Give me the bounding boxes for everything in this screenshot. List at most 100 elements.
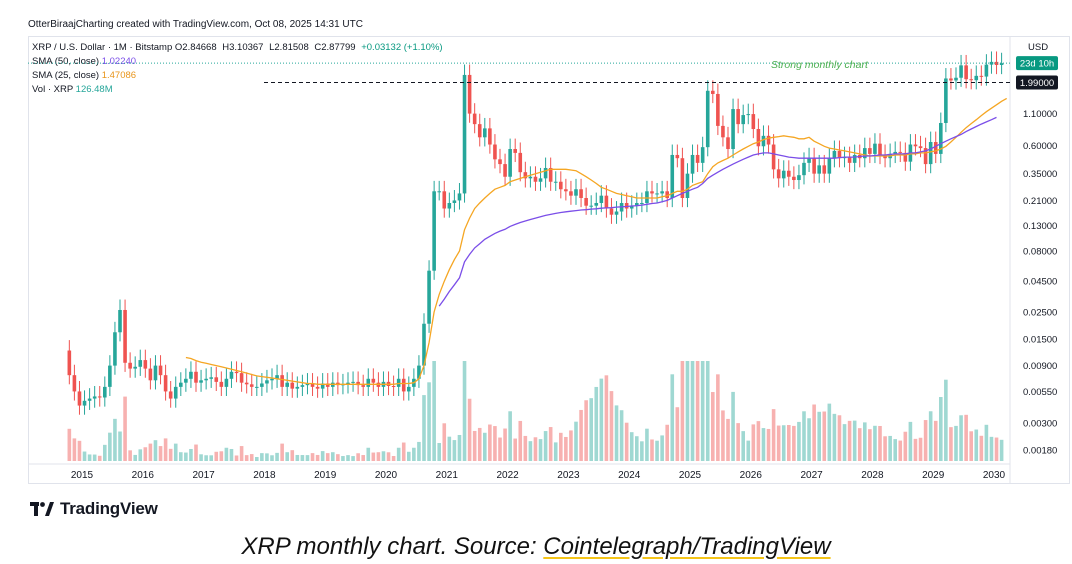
candle xyxy=(310,373,315,397)
volume-bar xyxy=(538,439,543,461)
candle-body xyxy=(118,309,122,333)
volume-bar xyxy=(87,454,92,461)
legend-volume-row[interactable]: Vol · XRP 126.48M xyxy=(32,84,113,95)
candle xyxy=(650,180,654,203)
x-tick-label: 2019 xyxy=(314,470,337,481)
candle xyxy=(878,133,882,165)
x-tick-label: 2024 xyxy=(618,470,641,481)
candle xyxy=(194,361,198,392)
volume-bar xyxy=(842,424,847,461)
volume-bar xyxy=(442,423,447,461)
candle-body xyxy=(442,191,447,209)
legend-symbol[interactable]: XRP / U.S. Dollar · 1M · Bitstamp xyxy=(32,42,173,53)
candle xyxy=(432,180,436,280)
caption-source-link[interactable]: Cointelegraph/TradingView xyxy=(543,533,831,560)
volume-bar xyxy=(123,396,127,461)
volume-bar xyxy=(300,455,305,461)
volume-bar xyxy=(847,420,852,461)
volume-bar xyxy=(731,391,735,461)
y-tick-label: 0.00550 xyxy=(1023,387,1057,398)
x-tick-label: 2025 xyxy=(679,470,702,481)
volume-bar xyxy=(979,435,984,461)
volume-bar xyxy=(255,457,259,461)
candle-body xyxy=(275,375,279,379)
candle-body xyxy=(163,375,168,392)
chart-area[interactable]: USD3.000001.100000.600000.350000.210000.… xyxy=(28,36,1070,484)
volume-bar xyxy=(275,452,279,461)
sma50-line xyxy=(438,116,997,307)
volume-bar xyxy=(802,411,806,461)
candle xyxy=(700,136,705,173)
candle xyxy=(386,371,391,396)
y-tick-label: 0.21000 xyxy=(1023,196,1057,207)
candle xyxy=(447,192,452,218)
volume-bar xyxy=(199,454,203,461)
candle-body xyxy=(518,152,523,173)
volume-bar xyxy=(771,409,776,461)
candle-body xyxy=(538,178,543,182)
candle xyxy=(209,366,213,388)
candle-body xyxy=(812,158,816,174)
candle-body xyxy=(635,202,639,206)
legend-symbol-row[interactable]: XRP / U.S. Dollar · 1M · Bitstamp O2.846… xyxy=(32,42,446,53)
candle xyxy=(417,355,421,388)
candle xyxy=(366,368,371,397)
candle xyxy=(336,372,340,395)
candle xyxy=(113,321,117,375)
candle xyxy=(817,154,821,183)
candle xyxy=(787,160,791,186)
y-tick-label: 0.00180 xyxy=(1023,446,1057,457)
candle xyxy=(553,171,558,191)
candle-body xyxy=(194,371,198,383)
y-tick-label: 0.60000 xyxy=(1023,141,1057,152)
candle-body xyxy=(143,360,148,369)
volume-bar xyxy=(331,452,335,461)
candle xyxy=(153,355,158,390)
volume-bar xyxy=(346,455,350,461)
candle xyxy=(528,166,533,188)
candle-body xyxy=(918,146,923,149)
candle xyxy=(391,375,396,397)
candle-body xyxy=(477,124,482,138)
candle xyxy=(999,52,1004,75)
candle-body xyxy=(569,191,573,196)
candle xyxy=(234,361,239,383)
candle-body xyxy=(787,170,791,177)
level-price-label: 1.99000 xyxy=(1020,78,1054,89)
candle-body xyxy=(199,380,203,383)
candle xyxy=(564,178,568,201)
candle-body xyxy=(695,154,700,163)
legend-sma50-row[interactable]: SMA (50, close) 1.02240 xyxy=(32,56,136,67)
x-tick-label: 2015 xyxy=(71,470,94,481)
volume-bar xyxy=(609,391,614,461)
volume-bar xyxy=(883,436,887,461)
volume-bar xyxy=(579,409,583,461)
volume-bar xyxy=(944,379,948,461)
candle xyxy=(959,54,963,87)
y-tick-label: 0.00300 xyxy=(1023,419,1057,430)
volume-bar xyxy=(462,361,467,461)
volume-bar xyxy=(432,361,436,461)
volume-bar xyxy=(189,448,193,461)
volume-bar xyxy=(528,441,533,461)
volume-bar xyxy=(513,438,517,461)
y-tick-label: 0.01500 xyxy=(1023,334,1057,345)
candle-body xyxy=(407,386,411,392)
x-tick-label: 2027 xyxy=(800,470,823,481)
candle xyxy=(396,368,401,397)
volume-bar xyxy=(726,418,730,461)
candle-body xyxy=(493,144,497,160)
candle xyxy=(508,138,512,186)
candle-body xyxy=(761,135,766,147)
candle-body xyxy=(371,378,376,383)
volume-bar xyxy=(751,424,756,461)
price-chart-svg[interactable]: USD3.000001.100000.600000.350000.210000.… xyxy=(28,36,1070,484)
tradingview-logo: TradingView xyxy=(30,499,158,519)
candle-body xyxy=(954,77,958,81)
candle-body xyxy=(513,149,517,153)
volume-bar xyxy=(260,453,264,461)
candle-body xyxy=(325,383,330,387)
volume-bar xyxy=(685,361,690,461)
legend-sma25-row[interactable]: SMA (25, close) 1.47086 xyxy=(32,70,136,81)
volume-bar xyxy=(148,443,153,461)
